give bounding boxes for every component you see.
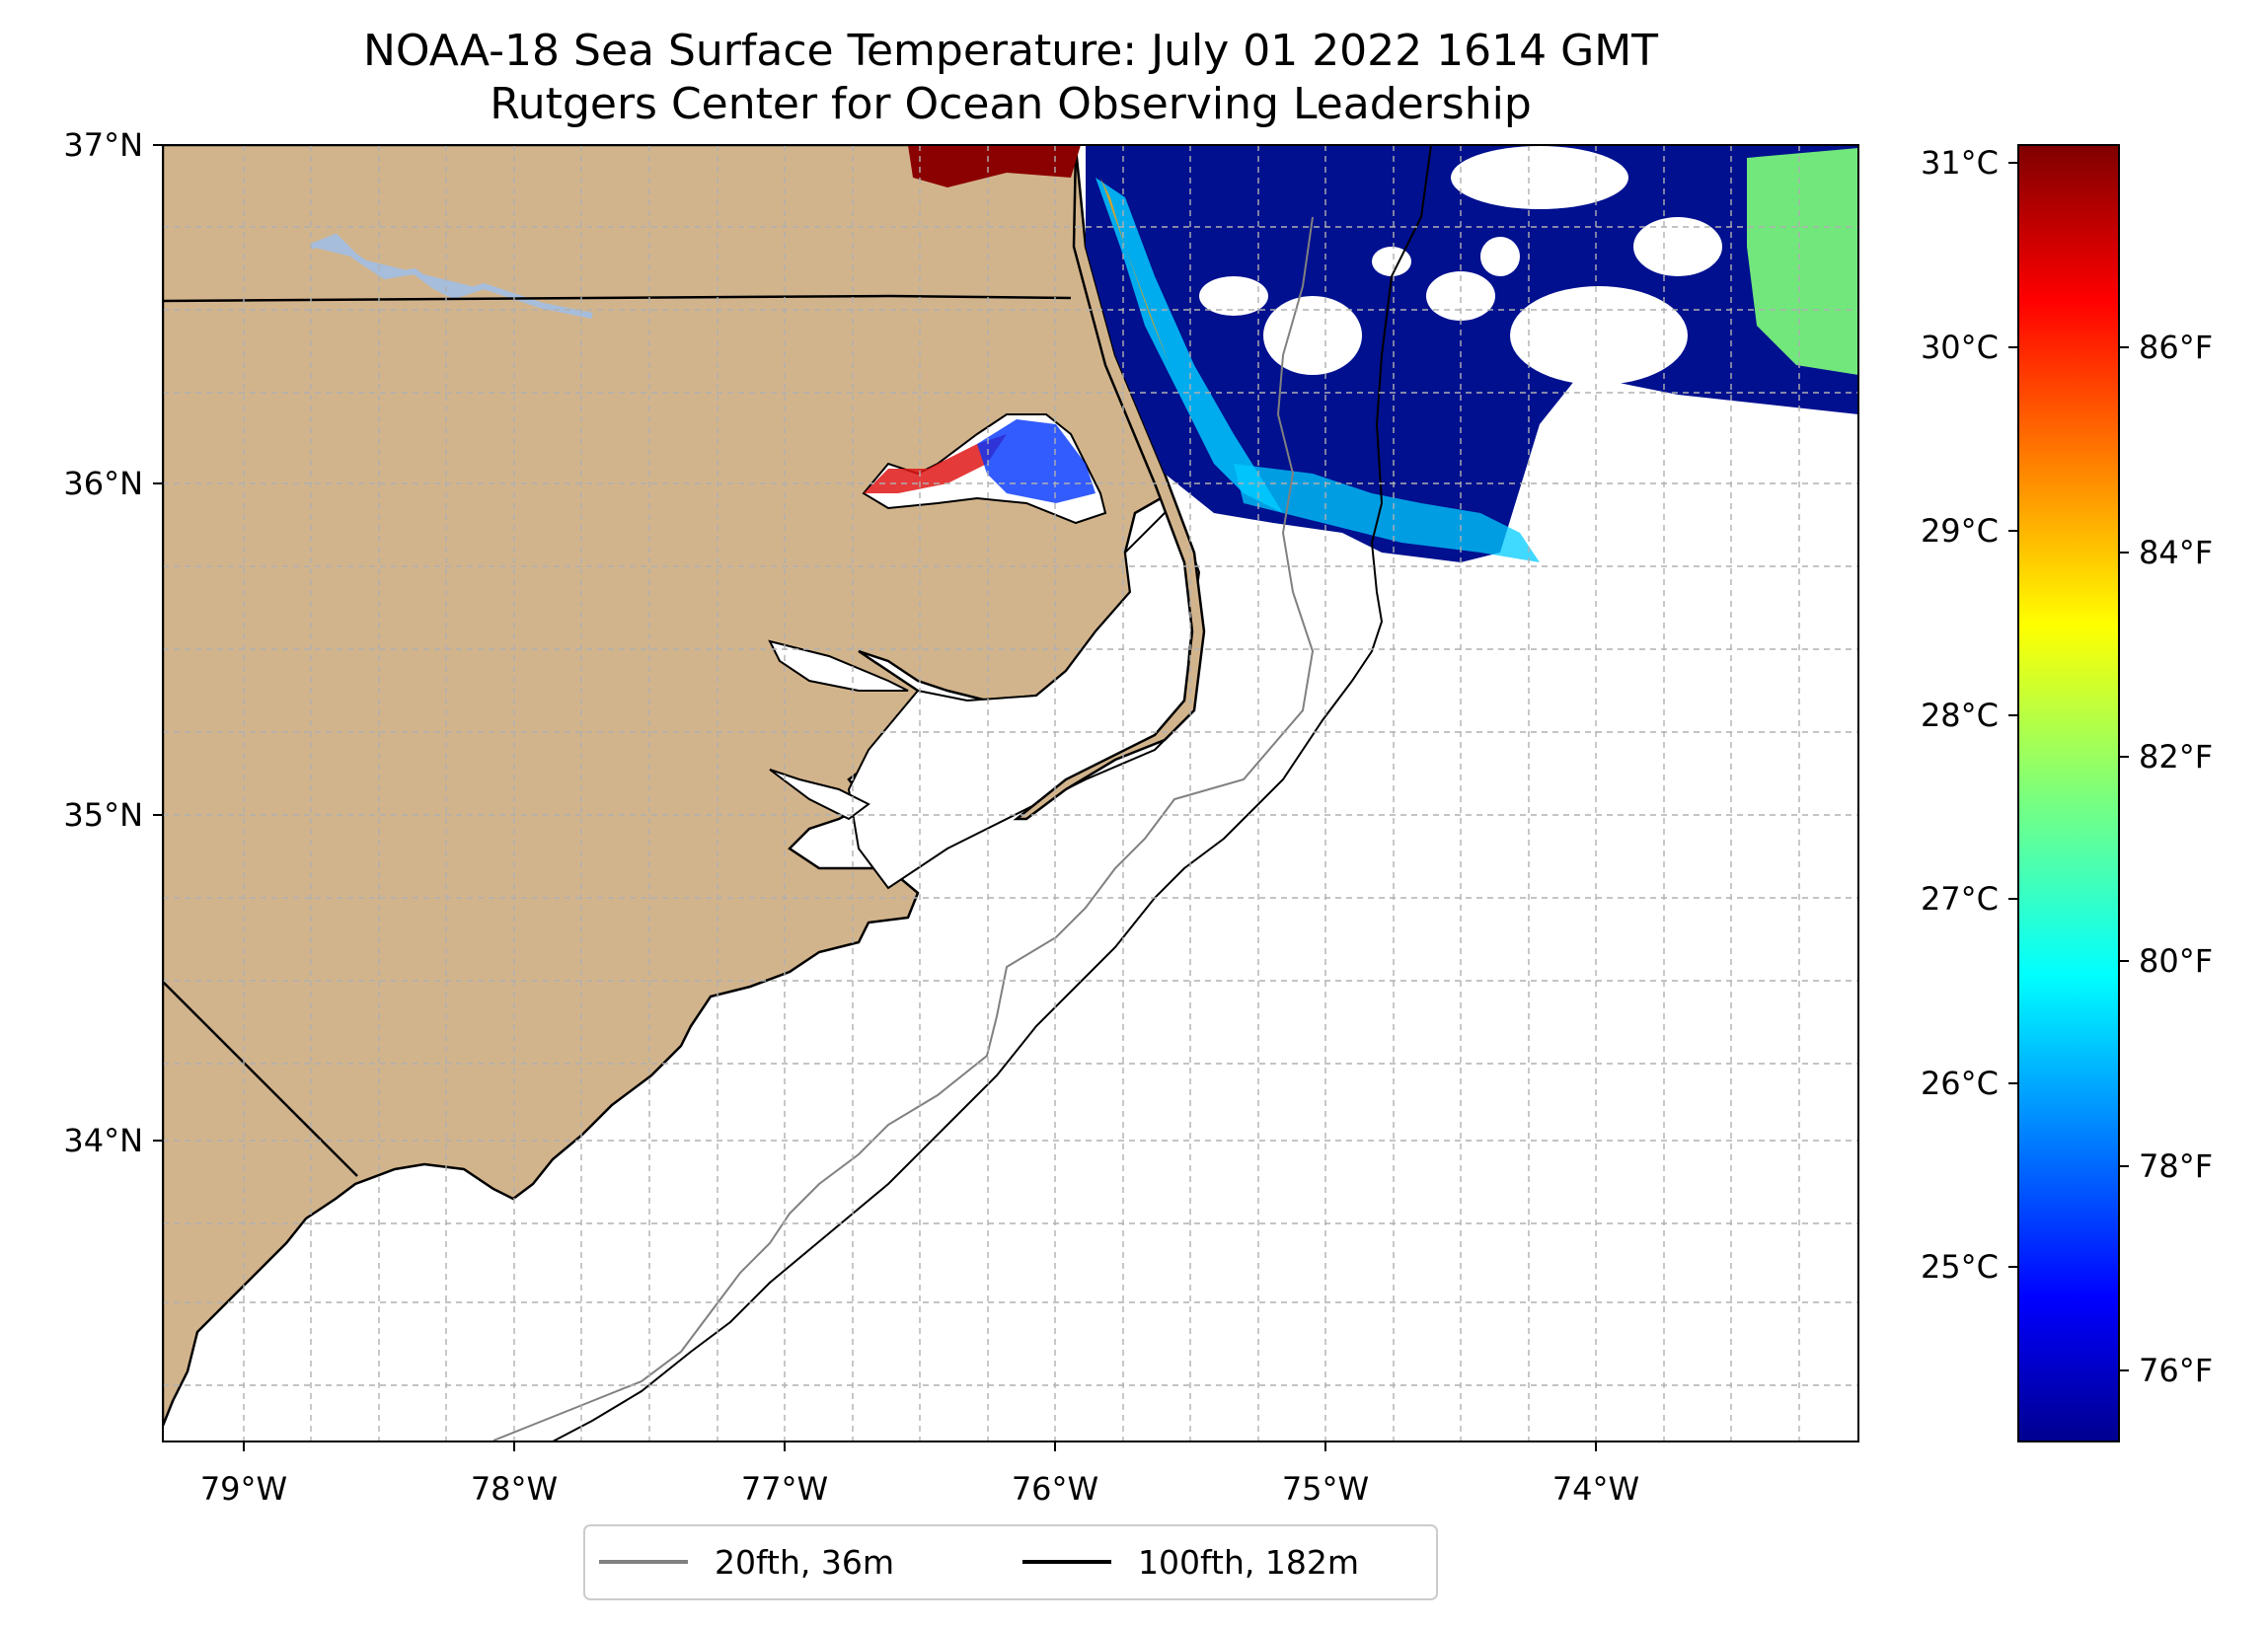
lat-label-35: 35°N (63, 796, 143, 834)
fahrenheit-label: 80°F (2139, 942, 2213, 980)
lat-label-36: 36°N (63, 465, 143, 502)
colorbar-celsius-ticks (2008, 162, 2018, 1268)
fahrenheit-label: 86°F (2139, 329, 2213, 366)
cloud-gap (1510, 286, 1688, 385)
lat-label-34: 34°N (63, 1122, 143, 1159)
state-border-nc-va (163, 294, 1072, 303)
celsius-label: 26°C (1921, 1065, 1999, 1102)
lat-label-37: 37°N (63, 126, 143, 164)
celsius-label: 25°C (1921, 1248, 1999, 1286)
lon-label-78: 78°W (471, 1470, 558, 1508)
lon-label-79: 79°W (200, 1470, 287, 1508)
legend-box (583, 1524, 1438, 1600)
cloud-gap (1480, 237, 1520, 276)
lon-label-77: 77°W (741, 1470, 828, 1508)
cloud-gap (1426, 271, 1495, 321)
title-line-1: NOAA-18 Sea Surface Temperature: July 01… (363, 26, 1658, 76)
map-frame (162, 144, 1859, 1442)
fahrenheit-label: 84°F (2139, 534, 2213, 571)
cloud-gap (1451, 146, 1628, 209)
pamlico-river (768, 639, 909, 692)
legend-label-20fth: 20fth, 36m (715, 1543, 894, 1582)
neuse-river (769, 769, 870, 821)
title-line-2: Rutgers Center for Ocean Observing Leade… (490, 79, 1532, 129)
isobath-100fth (552, 145, 1432, 1441)
colorbar-fahrenheit-ticks (2119, 346, 2129, 1371)
celsius-label: 29°C (1921, 512, 1999, 550)
sst-red-north (908, 145, 1081, 187)
celsius-label: 31°C (1921, 144, 1999, 182)
cloud-gap (1199, 276, 1268, 316)
cloud-gap (1633, 217, 1722, 276)
sst-warm-patch (1747, 148, 1858, 375)
sst-warm-band-2 (1100, 178, 1170, 365)
celsius-label: 30°C (1921, 329, 1999, 366)
sst-warm-band-1 (1096, 178, 1283, 513)
colorbar (2017, 144, 2120, 1442)
lon-label-76: 76°W (1012, 1470, 1098, 1508)
fahrenheit-label: 82°F (2139, 738, 2213, 776)
celsius-label: 28°C (1921, 697, 1999, 734)
isobath-20fth (492, 216, 1315, 1441)
legend: 20fth, 36m 100fth, 182m (583, 1524, 1438, 1600)
gridlines (163, 145, 1858, 1441)
legend-label-100fth: 100fth, 182m (1138, 1543, 1359, 1582)
lon-label-75: 75°W (1282, 1470, 1369, 1508)
cloud-gap (1263, 296, 1362, 375)
sst-ribbon (1234, 464, 1540, 562)
fahrenheit-label: 76°F (2139, 1352, 2213, 1389)
sst-data-field (864, 145, 1858, 562)
cloud-gap (1372, 247, 1411, 276)
sst-sound-red (864, 434, 1007, 493)
fahrenheit-label: 78°F (2139, 1147, 2213, 1185)
lat-axis (153, 144, 163, 1142)
celsius-label: 27°C (1921, 880, 1999, 918)
lon-axis (243, 1441, 1597, 1451)
map-panel (163, 145, 1858, 1441)
sst-sound-blue (977, 419, 1096, 503)
state-border-nc-sc (163, 981, 358, 1177)
lon-label-74: 74°W (1552, 1470, 1639, 1508)
